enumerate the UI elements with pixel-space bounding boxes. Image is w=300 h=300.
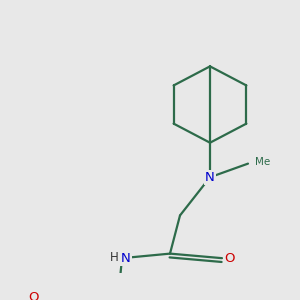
Text: N: N	[205, 171, 215, 184]
Text: O: O	[28, 291, 39, 300]
Text: Me: Me	[255, 157, 270, 167]
Text: H: H	[110, 251, 119, 264]
Text: O: O	[224, 252, 235, 265]
Text: N: N	[121, 252, 130, 265]
